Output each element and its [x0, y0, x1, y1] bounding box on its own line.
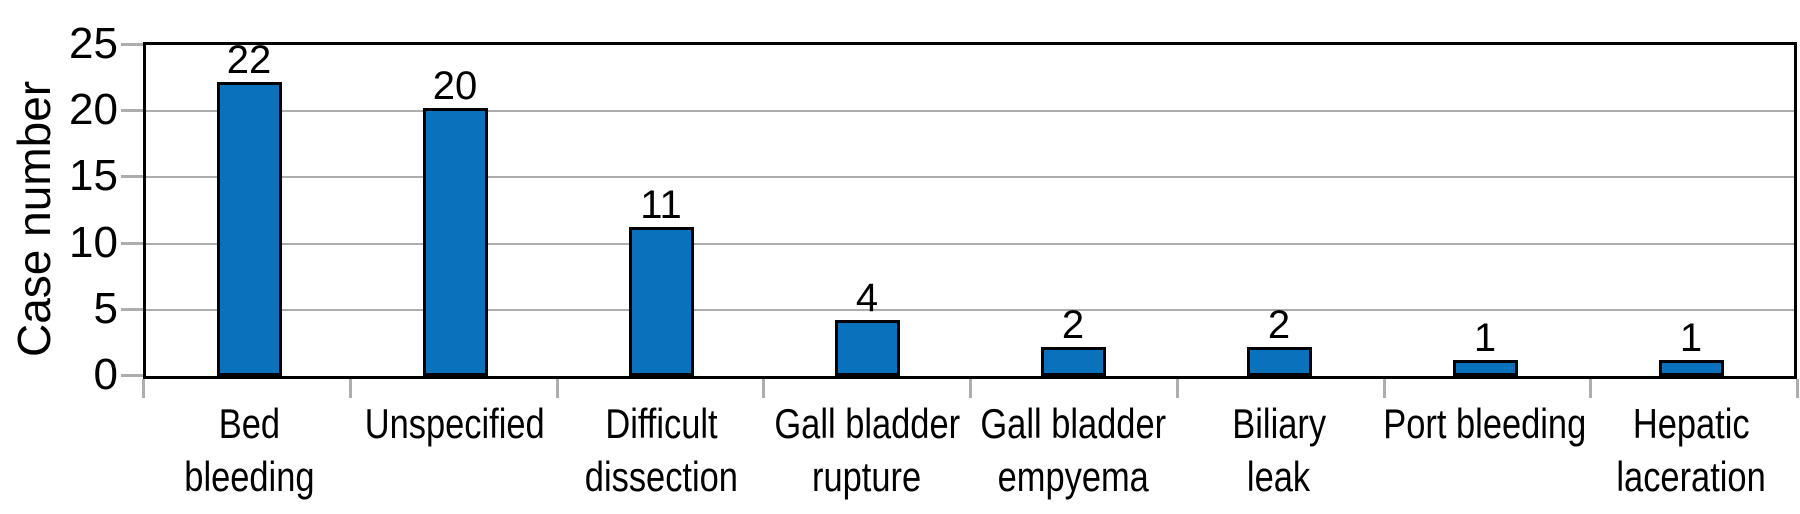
category-label-line: Gall bladder [774, 400, 960, 447]
bar [422, 108, 488, 376]
gridline [146, 176, 1794, 179]
bar [1040, 347, 1106, 376]
category-label: Gall bladder empyema [933, 397, 1213, 503]
category-label: Bed bleeding [109, 397, 389, 503]
gridline [146, 242, 1794, 245]
y-tick-label: 10 [69, 217, 118, 267]
y-tick-mark [121, 43, 143, 46]
category-label-line: Unspecified [365, 400, 545, 447]
plot-area: 22 20 11 4 2 2 1 1 [143, 38, 1797, 379]
bar [1246, 347, 1312, 376]
gridline [146, 110, 1794, 113]
y-tick-mark [121, 109, 143, 113]
category-label-line: dissection [584, 453, 738, 500]
category-label-line: Port bleeding [1383, 400, 1587, 447]
category-label-line: Hepatic [1632, 400, 1750, 447]
y-tick-mark [121, 175, 143, 179]
bar-value-label: 11 [640, 183, 682, 227]
bar [1452, 360, 1518, 376]
y-tick-label: 15 [69, 151, 118, 201]
category-label-line: leak [1247, 453, 1311, 500]
gridline [146, 308, 1794, 311]
bar-value-label: 22 [226, 38, 272, 82]
category-label-line: Bed [218, 400, 280, 447]
x-tick-mark [1175, 379, 1179, 398]
y-tick-mark [121, 307, 143, 311]
category-label-line: Gall bladder [980, 400, 1166, 447]
y-tick-mark [121, 241, 143, 245]
category-label-line: Difficult [604, 400, 718, 447]
bar [834, 320, 900, 376]
x-tick-mark [1796, 379, 1799, 398]
category-label-line: empyema [997, 453, 1149, 500]
category-label: Hepatic laceration [1551, 397, 1800, 503]
x-tick-mark [555, 379, 559, 398]
y-tick-label: 5 [93, 283, 118, 333]
x-tick-mark [969, 379, 972, 398]
category-label-line: bleeding [183, 453, 315, 500]
bar [628, 227, 694, 376]
category-label-line: Biliary [1232, 400, 1326, 447]
category-label-line: laceration [1616, 453, 1766, 500]
category-label: Port bleeding [1345, 397, 1625, 450]
category-label: Biliary leak [1139, 397, 1419, 503]
x-tick-mark [762, 379, 766, 398]
bar-value-label: 4 [855, 276, 879, 320]
y-tick-mark [121, 374, 143, 377]
category-label: Gall bladder rupture [727, 397, 1007, 503]
category-label: Difficult dissection [521, 397, 801, 503]
bar-value-label: 2 [1267, 303, 1291, 347]
bar-value-label: 20 [432, 64, 478, 108]
category-label-line: rupture [812, 453, 922, 500]
x-tick-mark [142, 379, 145, 398]
y-tick-label: 0 [93, 350, 118, 399]
bar [216, 82, 282, 376]
x-tick-mark [1382, 379, 1386, 398]
bar-value-label: 1 [1473, 316, 1497, 360]
y-tick-label: 25 [69, 19, 118, 68]
category-label: Unspecified [315, 397, 595, 450]
bar [1658, 360, 1724, 376]
y-tick-label: 20 [69, 85, 118, 135]
bar-value-label: 2 [1061, 303, 1085, 347]
x-tick-mark [1589, 379, 1593, 398]
bar-value-label: 1 [1679, 316, 1703, 360]
x-tick-mark [348, 379, 352, 398]
